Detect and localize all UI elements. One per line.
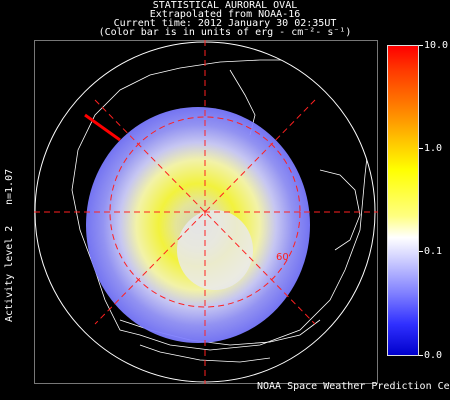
colorbar-tick-label: 10.0 bbox=[424, 40, 449, 51]
colorbar-tickmark bbox=[419, 355, 423, 356]
color-bar bbox=[387, 45, 419, 356]
footer-credit: NOAA Space Weather Prediction Center bbox=[257, 381, 450, 392]
current-time: Current time: 2012 January 30 02:35UT bbox=[113, 18, 337, 29]
activity-level-label: Activity level 2 bbox=[4, 225, 15, 322]
colorbar-tickmark bbox=[419, 45, 423, 46]
plot-title: STATISTICAL AURORAL OVAL bbox=[152, 0, 298, 11]
lat-lon-grid bbox=[34, 40, 378, 384]
colorbar-tick-label: 0.1 bbox=[424, 246, 443, 257]
red-marker bbox=[84, 113, 121, 142]
colorbar-tickmark bbox=[419, 251, 423, 252]
colorbar-tick-label: 0.0 bbox=[424, 350, 443, 361]
units-note: (Color bar is in units of erg - cm⁻²- s⁻… bbox=[98, 27, 352, 38]
latitude-label: 60 bbox=[276, 252, 289, 263]
plot-subtitle: Extrapolated from NOAA-16 bbox=[149, 9, 301, 20]
n-value-label: n=1.07 bbox=[4, 168, 15, 205]
colorbar-tick-label: 1.0 bbox=[424, 143, 443, 154]
colorbar-tickmark bbox=[419, 148, 423, 149]
polar-cap bbox=[177, 210, 253, 290]
